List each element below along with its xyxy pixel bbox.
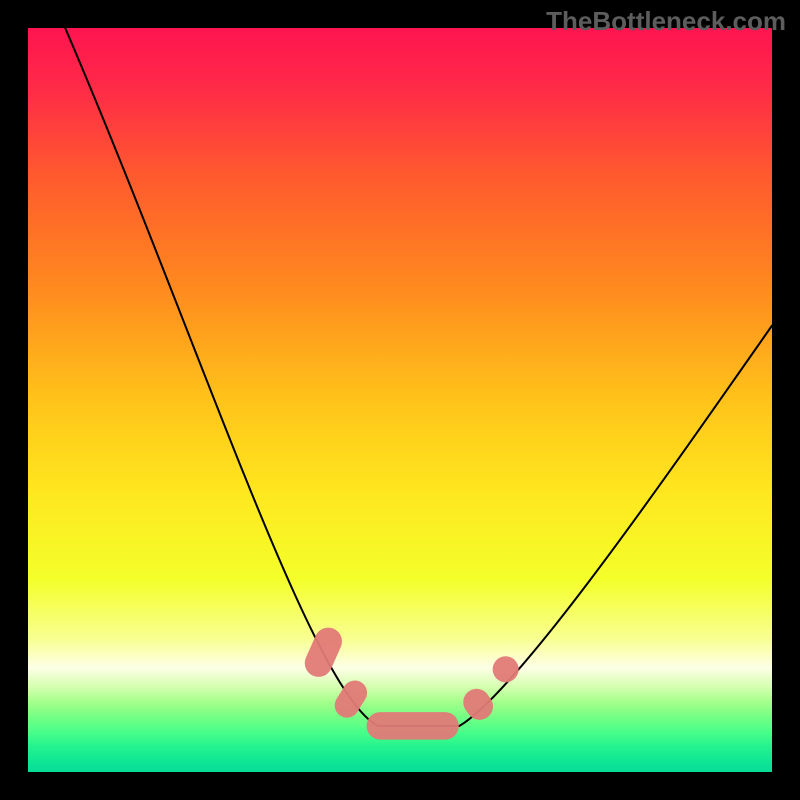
dot-marker: [493, 656, 519, 682]
watermark-text: TheBottleneck.com: [546, 6, 786, 37]
chart-stage: TheBottleneck.com: [0, 0, 800, 800]
capsule-marker: [367, 712, 459, 740]
plot-area: [28, 28, 772, 772]
plot-svg: [28, 28, 772, 772]
gradient-background: [28, 28, 772, 772]
